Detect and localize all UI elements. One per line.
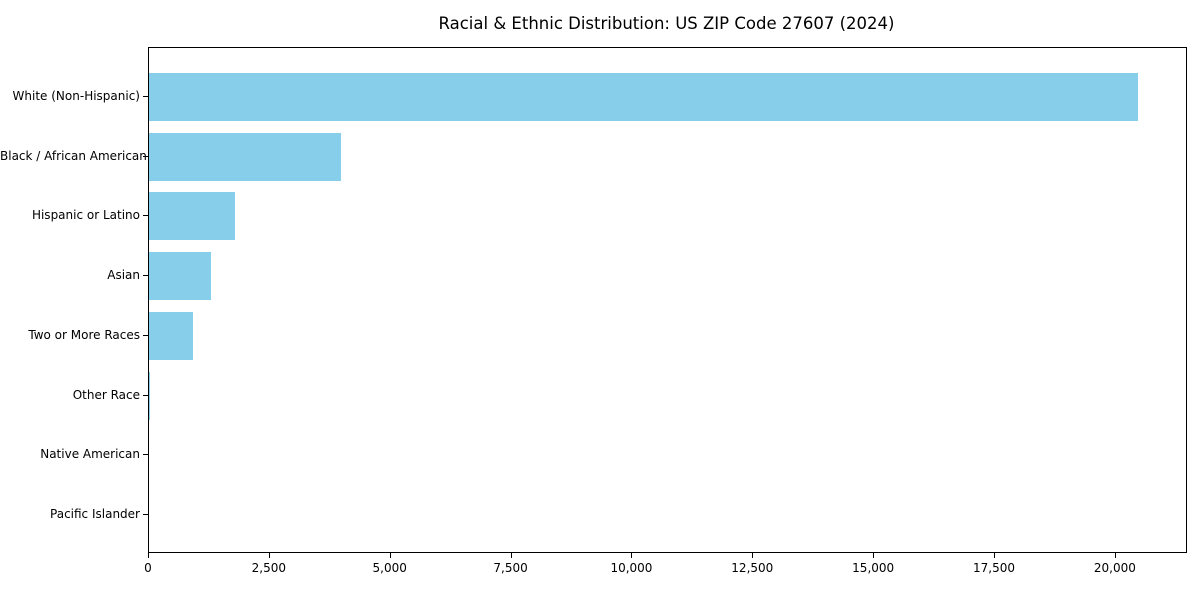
y-tick-label-two-or-more-races: Two or More Races bbox=[28, 327, 140, 342]
x-tick-mark-10,000 bbox=[631, 553, 633, 558]
x-tick-mark-12,500 bbox=[752, 553, 754, 558]
x-tick-label-5,000: 5,000 bbox=[372, 561, 407, 575]
x-tick-label-20,000: 20,000 bbox=[1093, 561, 1136, 575]
bar-hispanic-or-latino bbox=[149, 192, 236, 241]
x-tick-label-10,000: 10,000 bbox=[610, 561, 653, 575]
y-tick-label-asian: Asian bbox=[107, 268, 140, 283]
y-tick-mark-native-american bbox=[143, 454, 148, 456]
y-tick-mark-other-race bbox=[143, 394, 148, 396]
x-tick-label-2,500: 2,500 bbox=[251, 561, 287, 575]
x-tick-label-15,000: 15,000 bbox=[852, 561, 895, 575]
y-tick-label-other-race: Other Race bbox=[72, 387, 140, 402]
y-tick-label-black-african-american: Black / African American bbox=[0, 148, 147, 163]
y-tick-label-pacific-islander: Pacific Islander bbox=[50, 506, 140, 521]
x-tick-mark-17,500 bbox=[994, 553, 996, 558]
bar-white-non-hispanic bbox=[149, 73, 1138, 121]
y-tick-label-native-american: Native American bbox=[40, 447, 140, 462]
x-tick-mark-7,500 bbox=[510, 553, 512, 558]
y-tick-mark-white-non-hispanic bbox=[143, 96, 148, 97]
chart-title: Racial & Ethnic Distribution: US ZIP Cod… bbox=[438, 14, 895, 33]
bar-two-or-more-races bbox=[149, 311, 194, 360]
x-tick-label-0: 0 bbox=[144, 561, 152, 575]
x-tick-mark-2,500 bbox=[268, 553, 270, 558]
bar-other-race bbox=[149, 371, 150, 420]
plot-area bbox=[148, 47, 1187, 553]
y-tick-mark-asian bbox=[143, 275, 148, 277]
y-tick-label-hispanic-or-latino: Hispanic or Latino bbox=[31, 208, 140, 223]
bar-asian bbox=[149, 252, 211, 301]
x-tick-mark-15,000 bbox=[873, 553, 875, 558]
x-tick-mark-0 bbox=[148, 553, 149, 558]
y-tick-mark-black-african-american bbox=[143, 155, 148, 157]
x-tick-label-17,500: 17,500 bbox=[973, 561, 1016, 575]
y-tick-mark-hispanic-or-latino bbox=[143, 215, 148, 217]
bar-black-african-american bbox=[149, 132, 341, 181]
x-tick-label-12,500: 12,500 bbox=[731, 561, 774, 575]
x-tick-label-7,500: 7,500 bbox=[493, 561, 528, 575]
y-tick-label-white-non-hispanic: White (Non-Hispanic) bbox=[12, 89, 140, 103]
y-tick-mark-pacific-islander bbox=[143, 513, 148, 515]
x-tick-mark-5,000 bbox=[389, 553, 391, 558]
x-tick-mark-20,000 bbox=[1114, 553, 1116, 558]
y-tick-mark-two-or-more-races bbox=[143, 334, 148, 336]
